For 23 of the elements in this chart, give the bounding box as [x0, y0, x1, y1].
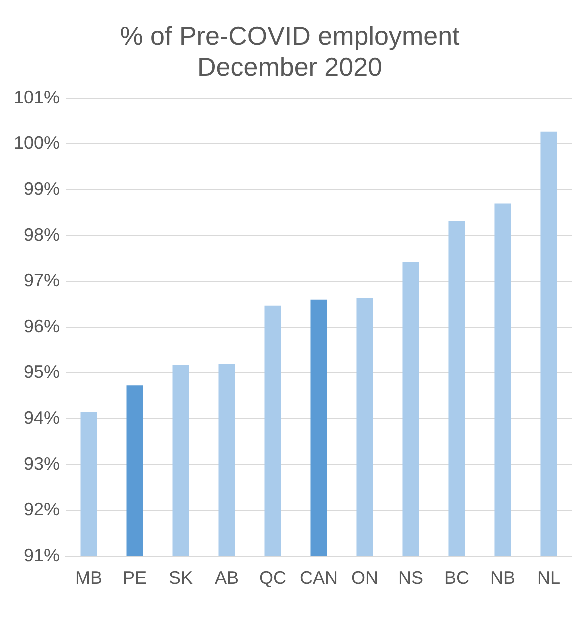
y-tick-label: 99% — [24, 178, 60, 199]
x-tick-label: AB — [215, 568, 240, 588]
x-tick-label: NS — [398, 568, 424, 588]
x-tick-label: SK — [169, 568, 194, 588]
y-tick-label: 101% — [14, 87, 60, 108]
chart-title: % of Pre-COVID employment December 2020 — [120, 20, 461, 82]
x-tick-label: NL — [537, 568, 561, 588]
x-tick-label: ON — [352, 568, 379, 588]
y-tick-label: 92% — [24, 500, 60, 520]
y-tick-label: 97% — [24, 270, 60, 291]
x-tick-label: PE — [123, 568, 148, 588]
y-tick-label: 96% — [24, 316, 60, 336]
x-tick-label: QC — [260, 568, 287, 588]
x-tick-label: NB — [490, 568, 516, 588]
y-tick-label: 94% — [24, 408, 60, 428]
x-tick-label: CAN — [300, 568, 338, 588]
y-tick-label: 91% — [24, 545, 60, 566]
y-tick-label: 100% — [14, 133, 60, 154]
y-tick-label: 98% — [24, 224, 60, 245]
x-tick-label: MB — [76, 568, 103, 588]
y-tick-label: 95% — [24, 362, 60, 382]
y-tick-label: 93% — [24, 454, 60, 474]
x-tick-label: BC — [444, 568, 470, 588]
